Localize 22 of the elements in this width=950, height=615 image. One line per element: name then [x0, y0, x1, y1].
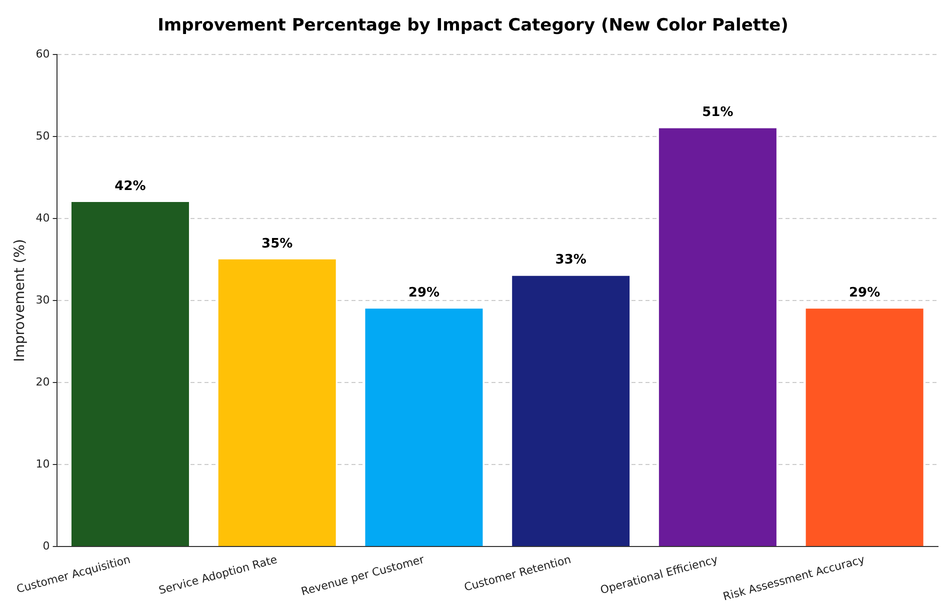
data-label: 35%	[262, 236, 293, 252]
x-tick-label: Service Adoption Rate	[157, 552, 279, 598]
bar	[806, 308, 924, 546]
y-axis-title: Improvement (%)	[12, 239, 28, 362]
data-label: 51%	[702, 105, 734, 120]
bar	[218, 259, 336, 546]
bar	[71, 202, 189, 546]
chart-title: Improvement Percentage by Impact Category (New Color Palette)	[158, 16, 788, 36]
bar	[658, 128, 776, 546]
y-tick-label: 0	[42, 539, 50, 552]
data-label: 42%	[114, 178, 146, 194]
data-label: 29%	[408, 286, 440, 301]
y-tick-label: 50	[36, 129, 50, 142]
bar	[365, 308, 483, 546]
y-tick-label: 40	[36, 211, 50, 224]
y-tick-label: 60	[36, 47, 50, 60]
y-tick-label: 20	[36, 375, 50, 388]
data-label: 29%	[849, 286, 880, 301]
y-tick-label: 10	[36, 457, 50, 470]
bar	[512, 276, 630, 546]
y-tick-label: 30	[36, 293, 50, 306]
data-label: 33%	[555, 252, 586, 268]
